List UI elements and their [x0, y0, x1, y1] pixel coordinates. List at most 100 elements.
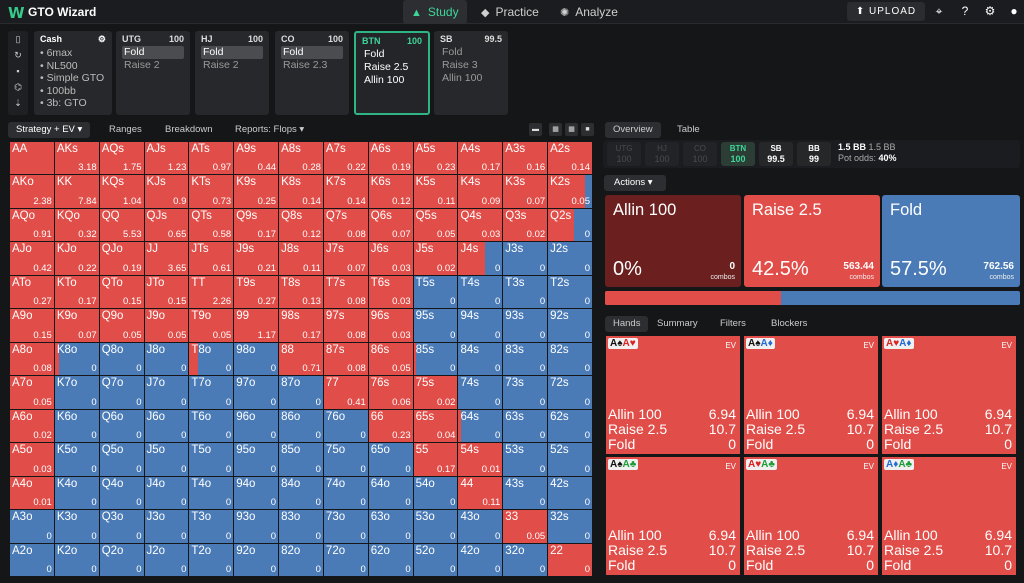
hand-cell[interactable]: 97o 0	[234, 376, 280, 410]
hand-cell[interactable]: T4s 0	[458, 275, 504, 310]
hand-cell[interactable]: J9s 0.21	[234, 242, 280, 276]
hand-cell[interactable]: 32s 0	[548, 510, 593, 544]
position-card-sb[interactable]: SB 99.5 Fold Raise 3 Allin 100	[434, 31, 508, 115]
hand-cell[interactable]: 55 0.17	[413, 443, 459, 477]
hand-cell[interactable]: T3o 0	[189, 510, 235, 544]
hand-cell[interactable]: QJo 0.19	[99, 242, 145, 276]
hand-cell[interactable]: A6s 0.19	[368, 142, 414, 176]
position-card-hj[interactable]: HJ 100 Fold Raise 2	[195, 31, 269, 115]
hand-cell[interactable]: 52s 0	[548, 443, 593, 477]
hand-cell[interactable]: 96o 0	[234, 409, 280, 444]
hand-cell[interactable]: A8o 0.08	[10, 342, 55, 377]
hand-cell[interactable]: 33 0.05	[503, 510, 549, 544]
combo-card[interactable]: A♥A♣ EV Allin 100 6.94 Raise 2.5 10.7 Fold 0	[744, 457, 880, 577]
hand-cell[interactable]: 22 0	[548, 543, 593, 577]
hand-cell[interactable]: AQo 0.91	[10, 208, 55, 243]
hand-cell[interactable]: K6o 0	[54, 409, 100, 444]
hand-cell[interactable]: Q3s 0.02	[503, 208, 549, 243]
hand-cell[interactable]: KQo 0.32	[54, 208, 100, 243]
hand-cell[interactable]: T9o 0.05	[189, 309, 235, 343]
hand-cell[interactable]: K4o 0	[54, 476, 100, 511]
hand-cell[interactable]: T8o 0	[189, 342, 235, 377]
tab-summary[interactable]: Summary	[657, 318, 698, 329]
hand-cell[interactable]: 84s 0	[458, 342, 504, 377]
hand-cell[interactable]: T2o 0	[189, 543, 235, 577]
hand-cell[interactable]: 72o 0	[323, 543, 369, 577]
hand-cell[interactable]: A3o 0	[10, 510, 55, 544]
hand-cell[interactable]: J5s 0.02	[413, 242, 459, 276]
hand-cell[interactable]: T2s 0	[548, 275, 593, 310]
hand-cell[interactable]: K9s 0.25	[234, 175, 280, 209]
hand-cell[interactable]: 94o 0	[234, 476, 280, 511]
hand-cell[interactable]: A9s 0.44	[234, 142, 280, 176]
hand-cell[interactable]: K3o 0	[54, 510, 100, 544]
position-action[interactable]: Allin 100	[442, 72, 483, 84]
hand-cell[interactable]: Q4s 0.03	[458, 208, 504, 243]
hand-cell[interactable]: Q9o 0.05	[99, 309, 145, 343]
hand-cell[interactable]: 85s 0	[413, 342, 459, 377]
hand-cell[interactable]: K8s 0.14	[279, 175, 324, 209]
hand-cell[interactable]: 85o 0	[279, 443, 324, 477]
hand-cell[interactable]: 74s 0	[458, 376, 504, 410]
hand-cell[interactable]: 84o 0	[279, 476, 324, 511]
position-action[interactable]: Raise 2.5	[364, 61, 409, 73]
tab-breakdown[interactable]: Breakdown	[165, 124, 213, 135]
position-action[interactable]: Raise 3	[442, 59, 478, 71]
hand-cell[interactable]: QTo 0.15	[99, 275, 145, 310]
hand-cell[interactable]: 62s 0	[548, 409, 593, 444]
hand-cell[interactable]: 94s 0	[458, 309, 504, 343]
hand-cell[interactable]: KK 7.84	[54, 175, 100, 209]
hand-cell[interactable]: A6o 0.02	[10, 409, 55, 444]
hand-cell[interactable]: A2s 0.14	[548, 142, 593, 176]
hand-cell[interactable]: 92s 0	[548, 309, 593, 343]
hand-cell[interactable]: 76s 0.06	[368, 376, 414, 410]
hand-cell[interactable]: 92o 0	[234, 543, 280, 577]
hand-cell[interactable]: 43o 0	[458, 510, 504, 544]
tab-strategy-ev[interactable]: Strategy + EV ▾	[8, 122, 91, 138]
seat-btn[interactable]: BTN 100	[721, 142, 755, 166]
hand-cell[interactable]: 97s 0.08	[323, 309, 369, 343]
hand-cell[interactable]: A7s 0.22	[323, 142, 369, 176]
hand-cell[interactable]: 63o 0	[368, 510, 414, 544]
hand-cell[interactable]: Q8o 0	[99, 342, 145, 377]
hand-cell[interactable]: K8o 0	[54, 342, 100, 377]
hand-cell[interactable]: 66 0.23	[368, 409, 414, 444]
combo-card[interactable]: A♠A♥ EV Allin 100 6.94 Raise 2.5 10.7 Fold 0	[606, 336, 742, 456]
hand-cell[interactable]: A3s 0.16	[503, 142, 549, 176]
game-settings-card[interactable]: Cash ⚙ • 6max • NL500 • Simple GTO • 100b…	[34, 31, 112, 115]
hand-cell[interactable]: 65s 0.04	[413, 409, 459, 444]
hand-cell[interactable]: 54s 0.01	[458, 443, 504, 477]
account-icon[interactable]: ●	[1010, 4, 1018, 18]
hand-cell[interactable]: J3s 0	[503, 242, 549, 276]
settings-icon[interactable]: ⚙	[984, 4, 996, 18]
hand-cell[interactable]: Q2o 0	[99, 543, 145, 577]
hand-cell[interactable]: AKs 3.18	[54, 142, 100, 176]
hand-cell[interactable]: Q6s 0.07	[368, 208, 414, 243]
hand-cell[interactable]: J8o 0	[144, 342, 190, 377]
hand-cell[interactable]: 76o 0	[323, 409, 369, 444]
hand-cell[interactable]: QTs 0.58	[189, 208, 235, 243]
hand-cell[interactable]: 43s 0	[503, 476, 549, 511]
hand-cell[interactable]: JTs 0.61	[189, 242, 235, 276]
position-action[interactable]: Allin 100	[364, 74, 405, 86]
hand-cell[interactable]: A5o 0.03	[10, 443, 55, 477]
hand-cell[interactable]: 62o 0	[368, 543, 414, 577]
hand-cell[interactable]: 83s 0	[503, 342, 549, 377]
hand-cell[interactable]: 88 0.71	[279, 342, 324, 377]
tab-hands[interactable]: Hands	[605, 316, 649, 332]
hand-cell[interactable]: Q7o 0	[99, 376, 145, 410]
hand-cell[interactable]: 63s 0	[503, 409, 549, 444]
hand-cell[interactable]: K4s 0.09	[458, 175, 504, 209]
position-card-btn[interactable]: BTN 100 Fold Raise 2.5 Allin 100	[354, 31, 430, 115]
hand-cell[interactable]: 64s 0	[458, 409, 504, 444]
help-icon[interactable]: ?	[961, 4, 969, 18]
hand-cell[interactable]: KQs 1.04	[99, 175, 145, 209]
hand-cell[interactable]: 52o 0	[413, 543, 459, 577]
hand-cell[interactable]: 44 0.11	[458, 476, 504, 511]
hand-cell[interactable]: 98s 0.17	[279, 309, 324, 343]
tab-reports[interactable]: Reports: Flops ▾	[235, 124, 305, 135]
hand-cell[interactable]: T7o 0	[189, 376, 235, 410]
action-box-1[interactable]: Raise 2.5 42.5% 563.44 combos	[744, 195, 880, 287]
hand-cell[interactable]: AQs 1.75	[99, 142, 145, 176]
position-action[interactable]: Fold	[364, 48, 385, 60]
